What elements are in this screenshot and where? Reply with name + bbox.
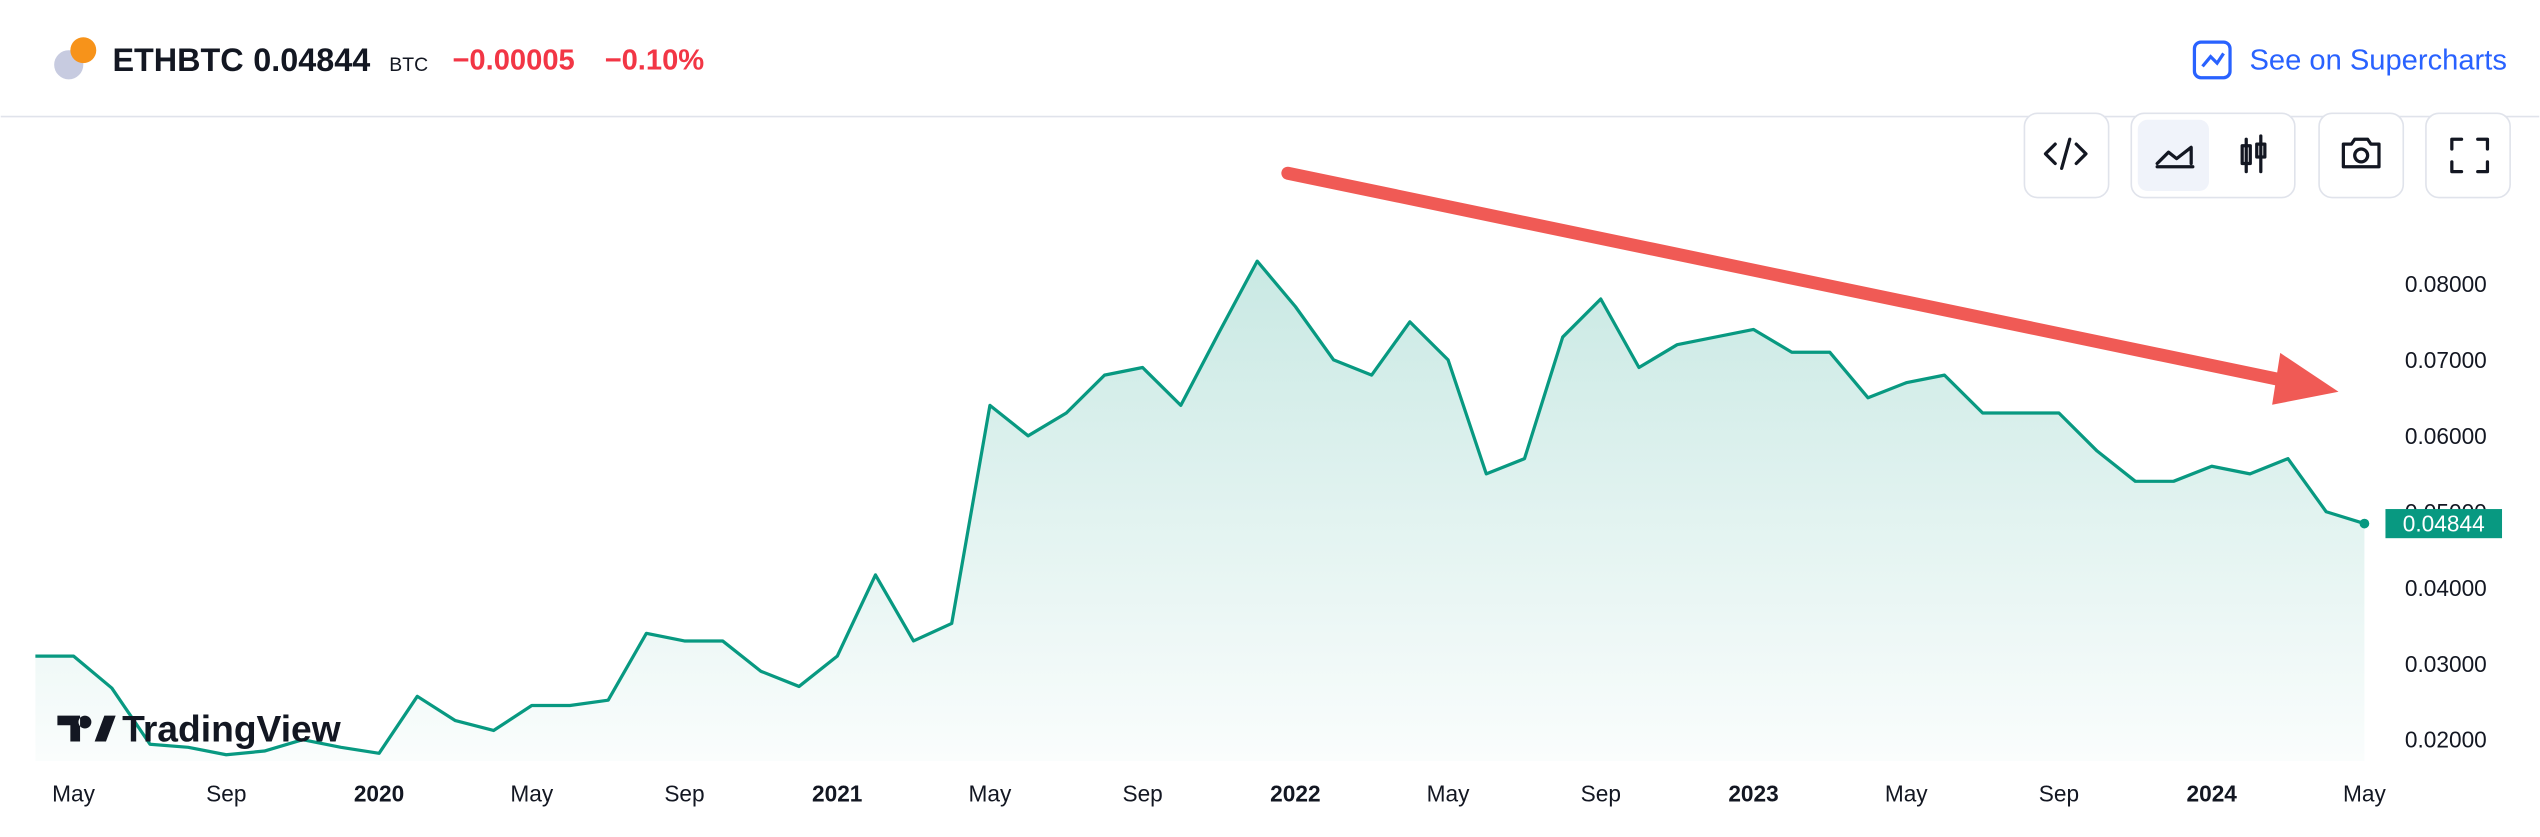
x-tick-label: 2023 <box>1728 780 1778 806</box>
area <box>35 261 2365 761</box>
change-percent: −0.10% <box>605 45 705 77</box>
btc-icon <box>70 37 97 64</box>
y-tick-label: 0.06000 <box>2405 423 2487 449</box>
y-tick-label: 0.08000 <box>2405 271 2487 297</box>
x-tick-label: May <box>510 780 553 806</box>
x-tick-label: 2024 <box>2186 780 2237 806</box>
candle-chart-button[interactable] <box>2240 134 2267 174</box>
price-line <box>35 259 2365 757</box>
plot-area: 0.020000.030000.040000.050000.060000.070… <box>35 259 2503 806</box>
x-tick-label: May <box>1885 780 1928 806</box>
trend-arrow <box>1281 166 2339 405</box>
y-tick-label: 0.02000 <box>2405 727 2487 753</box>
embed-button[interactable] <box>2023 112 2110 199</box>
link-icon <box>2192 40 2232 80</box>
link-text: See on Supercharts <box>2249 45 2506 77</box>
x-tick-label: Sep <box>1581 780 1621 806</box>
x-tick-label: May <box>969 780 1012 806</box>
price: 0.04844 <box>253 42 370 78</box>
symbol: ETHBTC <box>112 42 243 78</box>
x-tick-label: 2021 <box>812 780 862 806</box>
y-tick-label: 0.03000 <box>2405 651 2487 677</box>
chart-type-group <box>2130 112 2296 199</box>
line-chart-button[interactable] <box>2137 119 2209 192</box>
last-price-label: 0.04844 <box>2403 511 2485 537</box>
x-tick-label: 2022 <box>1270 780 1320 806</box>
header: ETHBTC 0.04844 BTC −0.00005 −0.10% See o… <box>0 37 2540 118</box>
fullscreen-button[interactable] <box>2425 112 2511 199</box>
x-tick-label: Sep <box>1122 780 1162 806</box>
x-tick-label: 2020 <box>354 780 404 806</box>
logo-text: TradingView <box>122 707 342 749</box>
x-tick-label: Sep <box>2039 780 2079 806</box>
toolbar <box>2023 112 2511 199</box>
x-tick-label: May <box>52 780 95 806</box>
change: −0.00005 <box>452 45 574 77</box>
last-price-tag <box>2385 509 2503 539</box>
x-tick-label: Sep <box>206 780 246 806</box>
screenshot-button[interactable] <box>2318 112 2405 199</box>
link-icon-line <box>2201 52 2225 68</box>
y-tick-label: 0.07000 <box>2405 347 2487 373</box>
y-tick-label: 0.04000 <box>2405 575 2487 601</box>
logo: TradingView <box>57 707 342 749</box>
supercharts-link[interactable]: See on Supercharts <box>2192 40 2507 80</box>
x-tick-label: May <box>1427 780 1470 806</box>
x-tick-label: Sep <box>664 780 704 806</box>
last-point <box>2359 518 2370 529</box>
x-tick-label: May <box>2343 780 2386 806</box>
currency: BTC <box>389 54 428 76</box>
